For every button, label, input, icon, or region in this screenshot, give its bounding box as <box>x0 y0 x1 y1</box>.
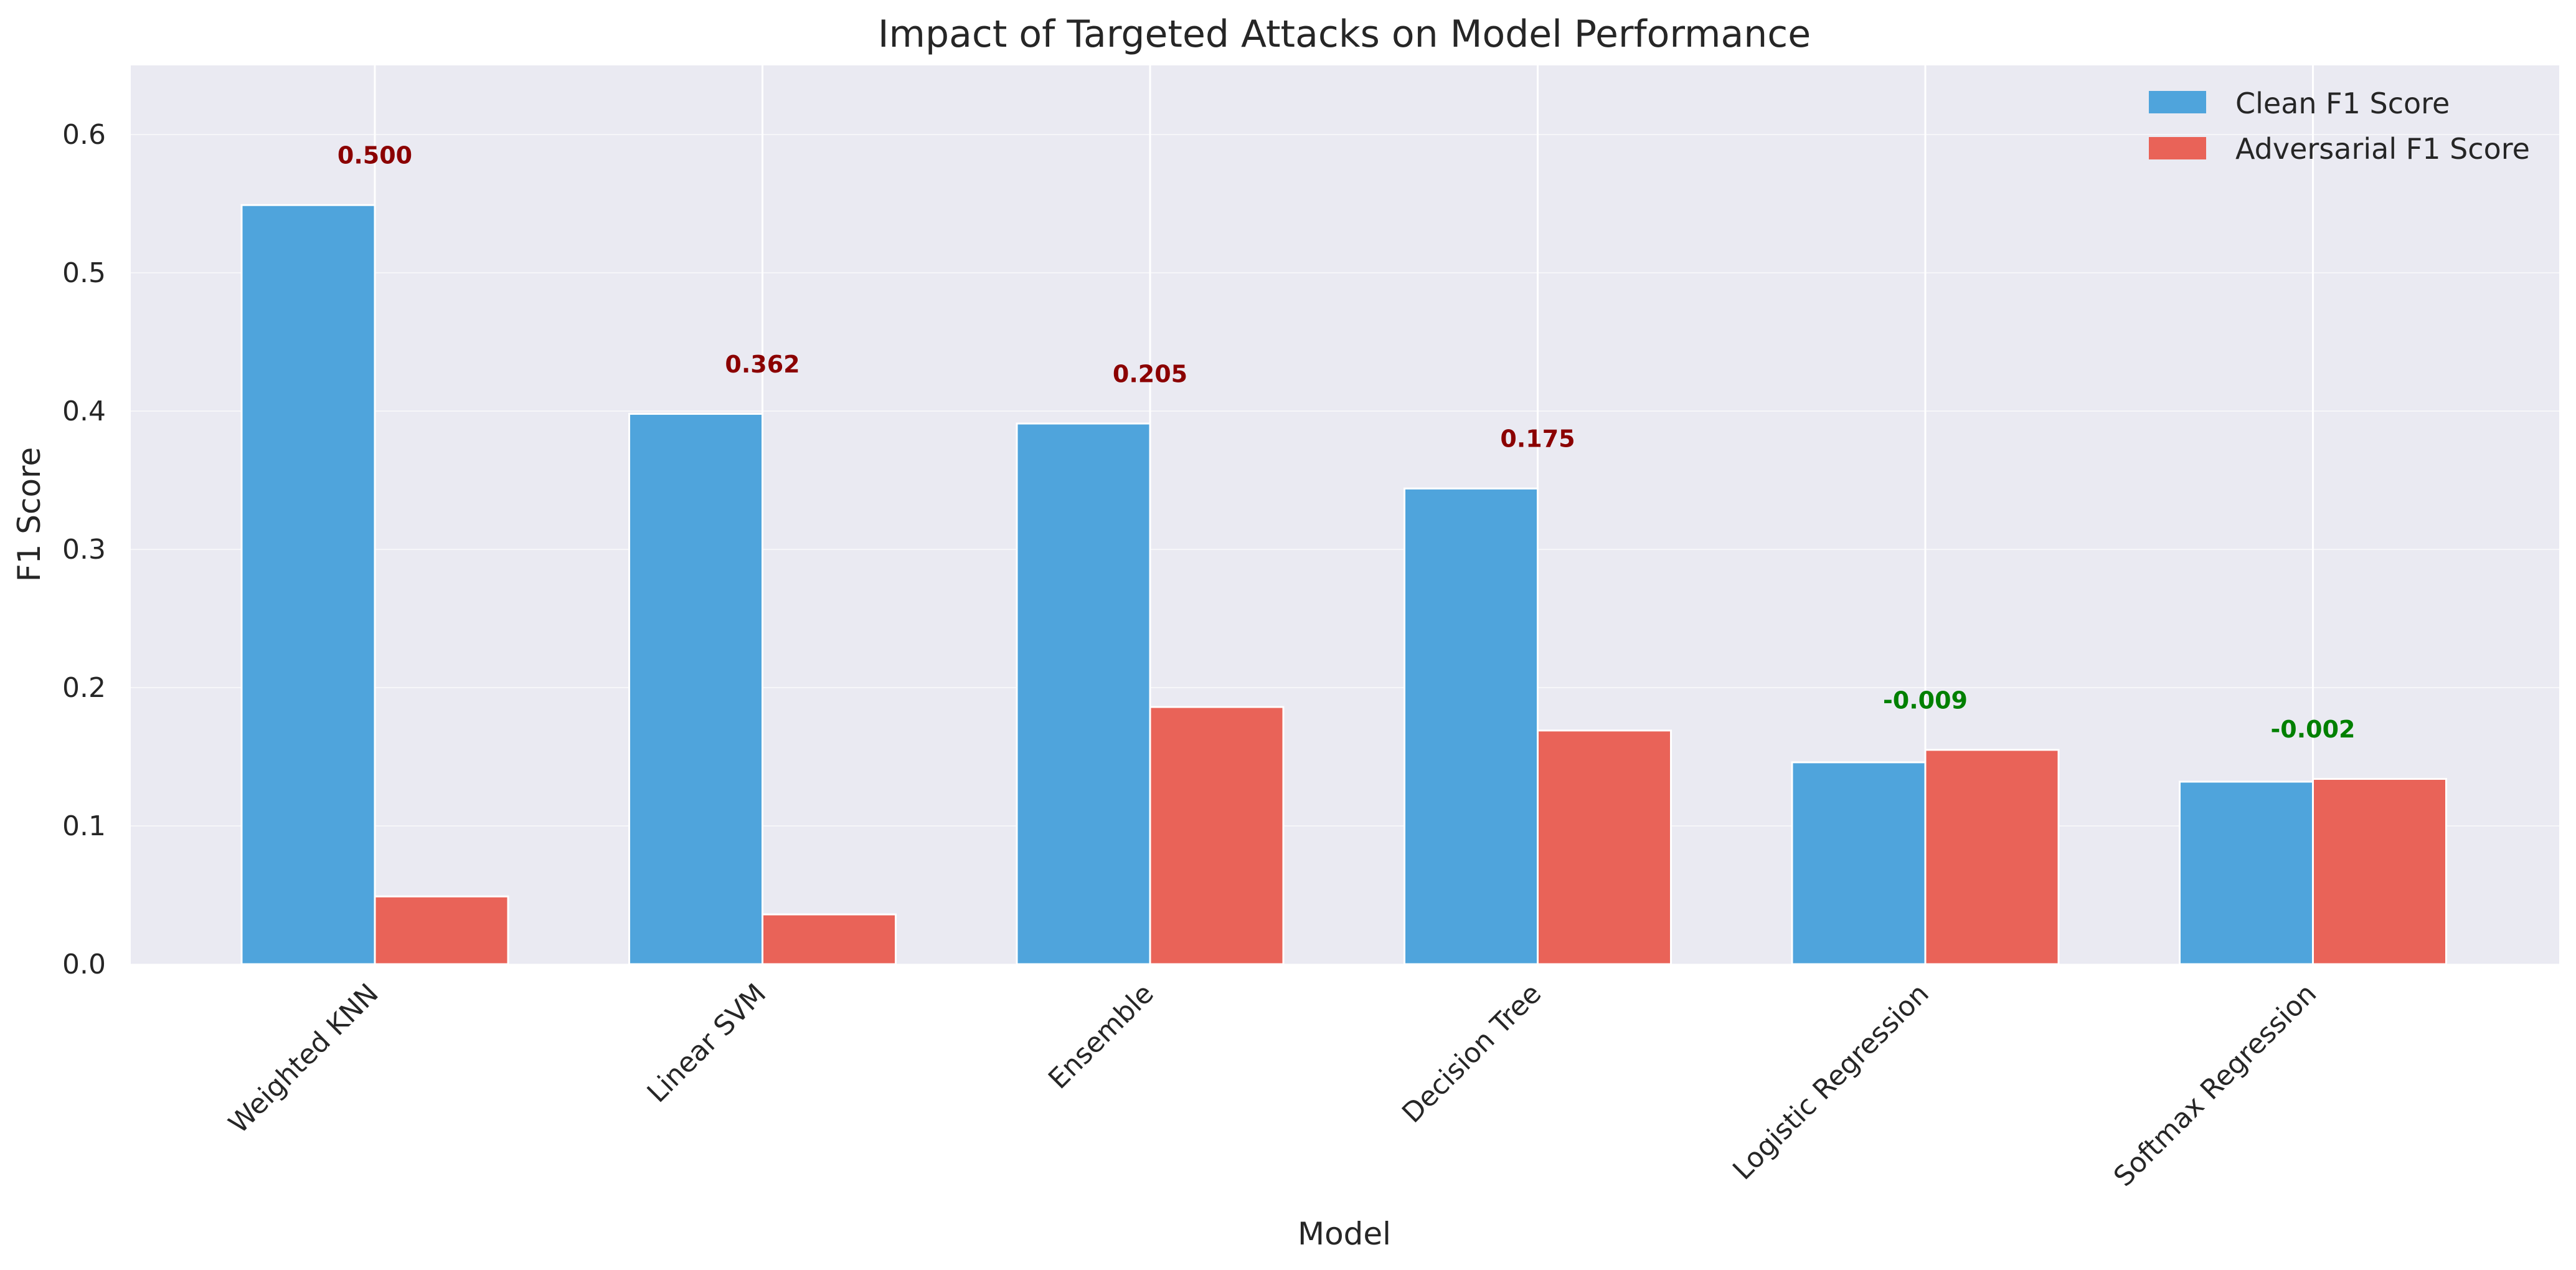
bar-adversarial-f1 <box>374 895 509 965</box>
y-axis-ticks: 0.0 0.1 0.2 0.3 0.4 0.5 0.6 <box>62 119 106 980</box>
bar-clean-f1 <box>240 204 376 965</box>
bar-adversarial-f1 <box>1924 749 2060 965</box>
drop-annotation: 0.500 <box>337 142 412 169</box>
legend-label-clean: Clean F1 Score <box>2235 87 2450 120</box>
bar-adversarial-f1 <box>1149 706 1285 965</box>
drop-annotation: -0.009 <box>1883 686 1968 714</box>
legend-swatch-clean <box>2149 91 2206 113</box>
drop-annotations: 0.500 0.362 0.205 0.175 -0.009 -0.002 <box>337 142 2356 743</box>
legend-swatch-adversarial <box>2149 137 2206 159</box>
bar-clean-f1 <box>1404 487 1539 965</box>
bar-clean-f1 <box>1791 761 1927 965</box>
x-axis-ticks: Weighted KNN Linear SVM Ensemble Decision T… <box>223 978 2323 1193</box>
bar-adversarial-f1 <box>1537 729 1672 965</box>
y-tick-label: 0.0 <box>62 949 106 980</box>
y-tick-label: 0.5 <box>62 257 106 289</box>
y-tick-label: 0.6 <box>62 119 106 151</box>
x-tick-label: Decision Tree <box>1396 978 1547 1129</box>
x-tick-label: Softmax Regression <box>2108 978 2323 1193</box>
y-tick-label: 0.3 <box>62 534 106 566</box>
bar-adversarial-f1 <box>762 913 897 965</box>
legend: Clean F1 Score Adversarial F1 Score <box>2149 87 2530 166</box>
y-axis-label: F1 Score <box>11 447 47 582</box>
x-tick-label: Linear SVM <box>641 978 773 1109</box>
y-tick-label: 0.1 <box>62 810 106 842</box>
drop-annotation: -0.002 <box>2271 716 2356 743</box>
plot-area <box>131 65 2559 964</box>
chart-title: Impact of Targeted Attacks on Model Perf… <box>878 12 1811 56</box>
legend-label-adversarial: Adversarial F1 Score <box>2235 132 2530 166</box>
drop-annotation: 0.205 <box>1113 360 1187 387</box>
x-tick-label: Logistic Regression <box>1727 978 1935 1187</box>
bar-adversarial-f1 <box>2312 778 2447 965</box>
drop-annotation: 0.362 <box>725 351 800 378</box>
y-tick-label: 0.4 <box>62 396 106 427</box>
x-tick-label: Weighted KNN <box>223 978 385 1140</box>
y-tick-label: 0.2 <box>62 672 106 704</box>
bar-clean-f1 <box>1016 422 1151 965</box>
drop-annotation: 0.175 <box>1500 425 1575 453</box>
bars <box>240 204 2447 965</box>
bar-clean-f1 <box>628 412 763 965</box>
bar-clean-f1 <box>2179 780 2314 965</box>
x-axis-label: Model <box>1298 1216 1391 1252</box>
x-tick-label: Ensemble <box>1042 978 1160 1096</box>
